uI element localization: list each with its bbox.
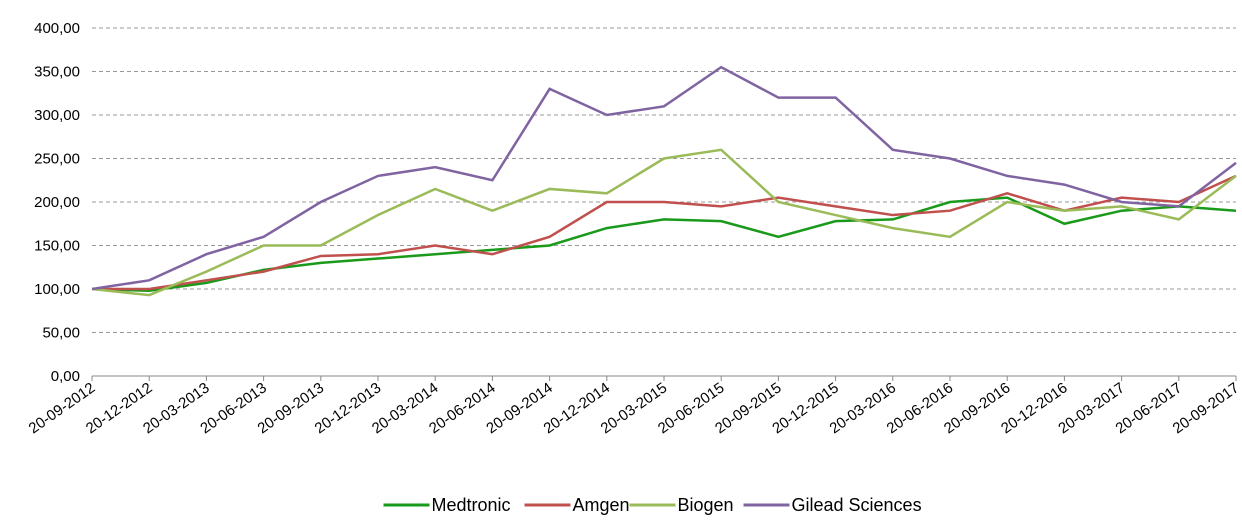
y-tick-label: 150,00 — [34, 238, 80, 255]
legend-label: Amgen — [573, 495, 630, 515]
legend-label: Gilead Sciences — [792, 495, 922, 515]
y-tick-label: 400,00 — [34, 20, 80, 37]
y-tick-label: 300,00 — [34, 107, 80, 124]
legend-label: Biogen — [678, 495, 734, 515]
series-line — [92, 174, 1237, 291]
legend-label: Medtronic — [432, 495, 511, 515]
y-tick-label: 350,00 — [34, 64, 80, 81]
series-line — [91, 148, 1237, 297]
y-tick-label: 0,00 — [51, 368, 80, 385]
y-tick-label: 250,00 — [34, 151, 80, 168]
y-tick-label: 50,00 — [42, 325, 80, 342]
y-tick-label: 200,00 — [34, 194, 80, 211]
y-tick-label: 100,00 — [34, 281, 80, 298]
series-line — [91, 65, 1237, 291]
